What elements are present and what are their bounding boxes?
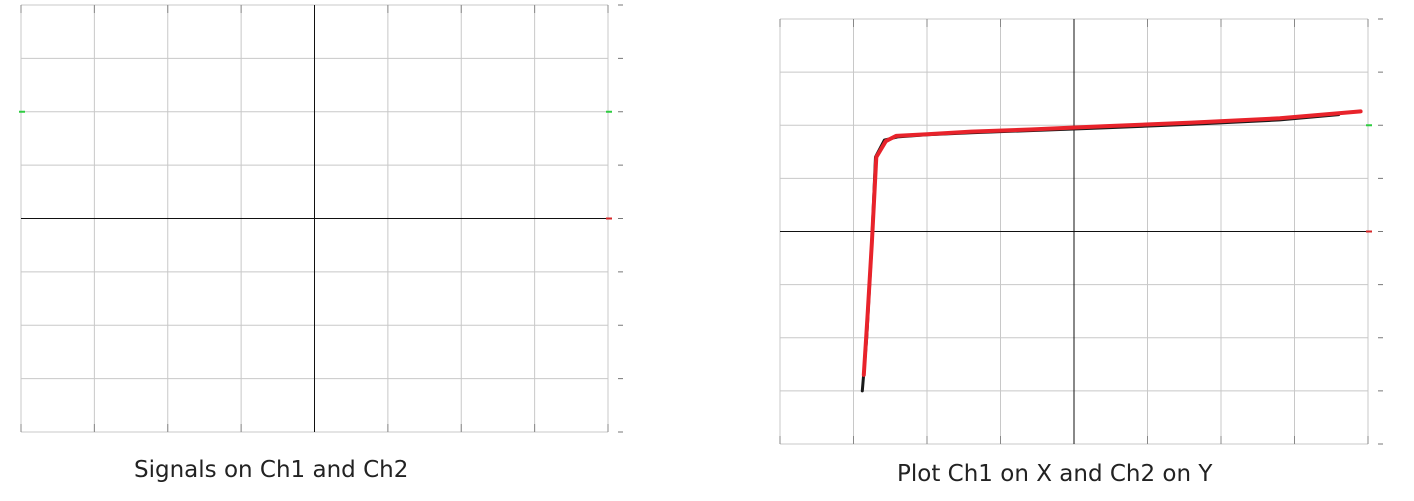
xy-trace-1 <box>860 113 1341 393</box>
signals-plot-area <box>19 4 623 433</box>
xy-chart <box>760 14 1400 454</box>
signals-chart <box>0 0 640 440</box>
xy-chart-title: Plot Ch1 on X and Ch2 on Y <box>897 461 1213 487</box>
xy-plot-area <box>779 18 1383 445</box>
xy-trace-2 <box>861 109 1363 377</box>
signals-chart-title: Signals on Ch1 and Ch2 <box>134 457 409 483</box>
